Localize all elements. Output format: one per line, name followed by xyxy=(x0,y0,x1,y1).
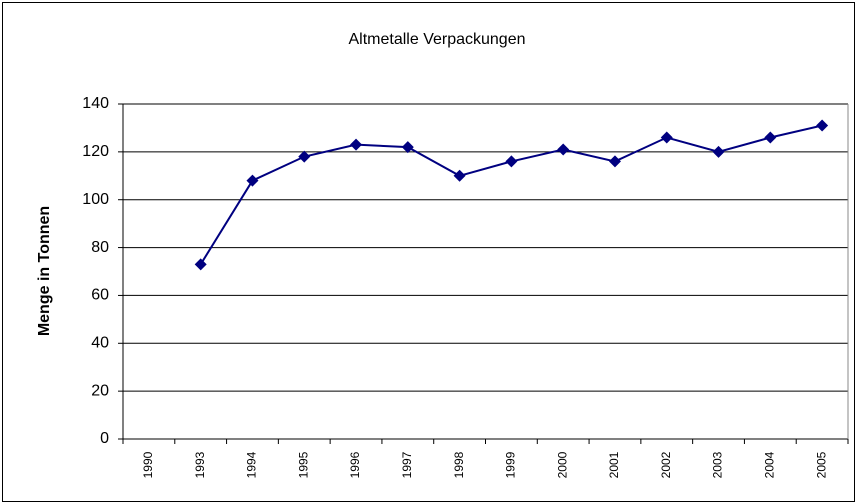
y-tick-label: 40 xyxy=(91,335,109,352)
y-tick-label: 80 xyxy=(91,239,109,256)
x-tick-label: 2001 xyxy=(607,451,621,478)
y-tick-label: 120 xyxy=(82,143,109,160)
x-tick-label: 2003 xyxy=(711,451,725,478)
marker xyxy=(557,143,570,156)
x-tick-label: 2004 xyxy=(762,451,776,478)
x-tick-label: 1999 xyxy=(504,451,518,478)
marker xyxy=(505,155,518,168)
y-tick-label: 20 xyxy=(91,382,109,399)
y-tick-label: 60 xyxy=(91,287,109,304)
marker xyxy=(298,150,311,163)
x-tick-label: 2000 xyxy=(555,451,569,478)
x-tick-label: 1996 xyxy=(348,451,362,478)
marker xyxy=(816,119,829,132)
marker xyxy=(608,155,621,168)
x-tick-label: 1995 xyxy=(296,451,310,478)
marker xyxy=(194,258,207,271)
marker xyxy=(453,169,466,182)
x-tick-label: 1990 xyxy=(141,451,155,478)
marker xyxy=(246,174,259,187)
y-tick-label: 0 xyxy=(100,430,109,447)
x-tick-label: 2005 xyxy=(814,451,828,478)
x-tick-label: 1994 xyxy=(245,451,259,478)
x-tick-label: 2002 xyxy=(659,451,673,478)
chart-title: Altmetalle Verpackungen xyxy=(349,31,526,48)
x-tick-label: 1997 xyxy=(400,451,414,478)
y-tick-label: 140 xyxy=(82,95,109,112)
x-tick-label: 1998 xyxy=(452,451,466,478)
marker xyxy=(350,138,363,151)
marker xyxy=(401,141,414,154)
marker xyxy=(712,145,725,158)
marker xyxy=(764,131,777,144)
y-tick-label: 100 xyxy=(82,191,109,208)
marker xyxy=(660,131,673,144)
x-tick-label: 1993 xyxy=(193,451,207,478)
y-axis-label: Menge in Tonnen xyxy=(36,206,53,336)
